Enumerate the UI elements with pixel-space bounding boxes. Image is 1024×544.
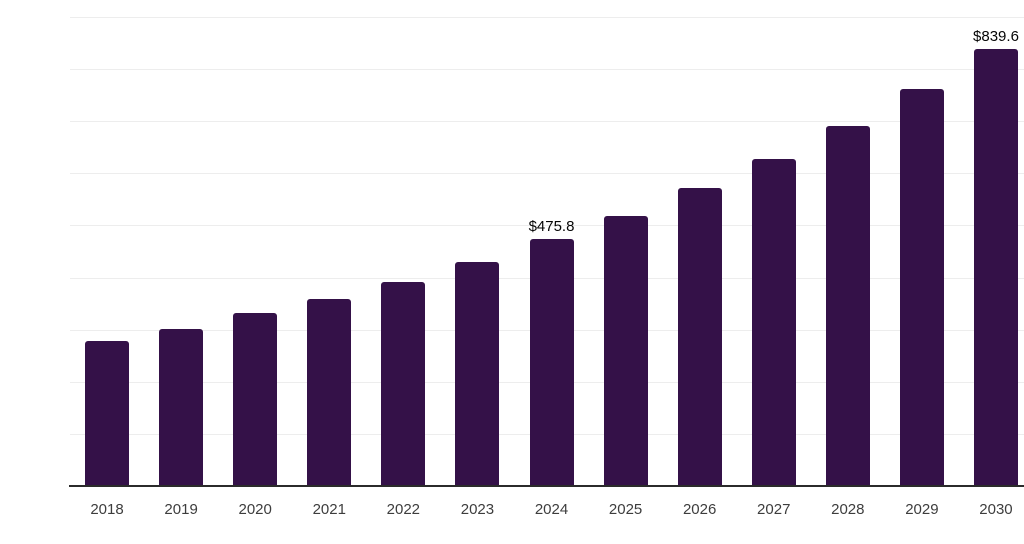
bar-band-2027 <box>737 18 811 487</box>
x-axis-line <box>69 485 1024 487</box>
bar-band-2019 <box>144 18 218 487</box>
bar-band-2023 <box>440 18 514 487</box>
bar-2018 <box>85 341 130 487</box>
bar-2027 <box>751 158 796 487</box>
bar-2030 <box>973 49 1018 487</box>
x-tick-label-2018: 2018 <box>90 501 124 518</box>
bar-2021 <box>307 299 352 487</box>
x-tick-label-2022: 2022 <box>386 501 421 518</box>
bar-chart: $475.8 $839.6 2018 2019 2020 2021 2022 2023 202… <box>40 16 1024 528</box>
value-label-2030: $839.6 <box>973 28 1019 46</box>
bar-band-2028 <box>811 18 885 487</box>
bar-band-2020 <box>218 18 292 487</box>
bar-band-2026 <box>663 18 737 487</box>
bar-2025 <box>603 215 648 487</box>
bar-2019 <box>159 328 204 487</box>
bar-band-2018 <box>70 18 144 487</box>
gridline-500 <box>70 225 1024 227</box>
x-tick-label-2024: 2024 <box>534 501 569 518</box>
value-label-2024: $475.8 <box>528 218 575 236</box>
x-tick-label-2021: 2021 <box>312 501 346 518</box>
x-tick-label-2023: 2023 <box>460 501 495 518</box>
bar-band-2029 <box>885 18 959 487</box>
x-tick-label-2026: 2026 <box>682 501 717 518</box>
gridline-700 <box>70 121 1024 123</box>
bar-2024 <box>529 239 574 487</box>
bar-2029 <box>899 89 944 487</box>
bar-band-2030: $839.6 <box>959 18 1024 487</box>
x-tick-label-2027: 2027 <box>757 501 791 518</box>
bar-2022 <box>381 281 426 487</box>
bars-container: $475.8 $839.6 <box>70 18 1024 487</box>
gridline-600 <box>70 173 1024 175</box>
bar-2028 <box>825 125 870 487</box>
gridline-900 <box>70 17 1024 18</box>
x-tick-label-2030: 2030 <box>979 501 1013 518</box>
x-tick-label-2029: 2029 <box>905 501 939 518</box>
bar-2023 <box>455 261 500 487</box>
x-tick-label-2028: 2028 <box>831 501 865 518</box>
bar-2026 <box>677 187 722 487</box>
x-tick-label-2020: 2020 <box>238 501 272 518</box>
plot-area: $475.8 $839.6 <box>69 17 1024 487</box>
bar-band-2021 <box>292 18 366 487</box>
bar-band-2024: $475.8 <box>514 18 588 487</box>
gridline-800 <box>70 69 1024 71</box>
x-tick-label-2019: 2019 <box>164 501 198 518</box>
bar-band-2022 <box>366 18 440 487</box>
x-tick-label-2025: 2025 <box>608 501 643 518</box>
bar-2020 <box>233 313 278 487</box>
x-axis-tick-labels: 2018 2019 2020 2021 2022 2023 2024 2025 2026 2027… <box>70 501 1024 518</box>
bar-band-2025 <box>589 18 663 487</box>
